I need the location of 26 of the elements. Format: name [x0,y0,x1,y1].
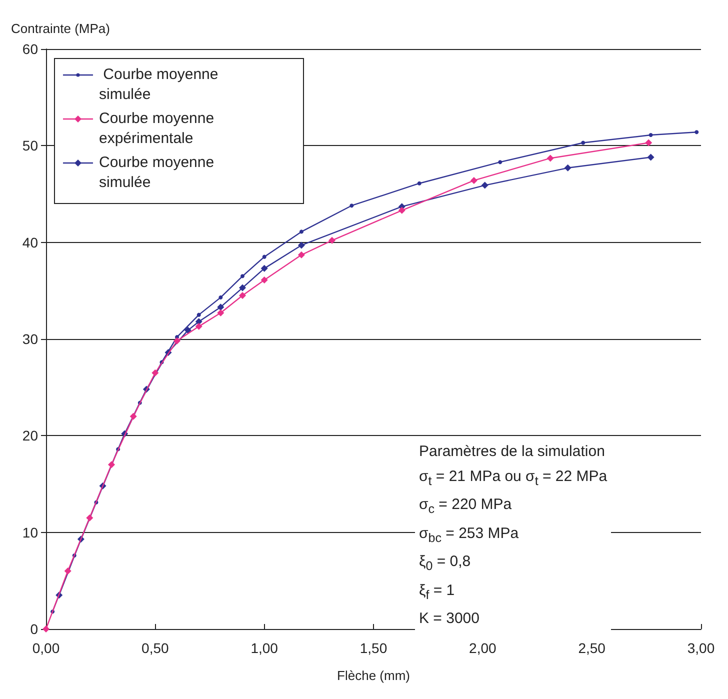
y-tick-label: 40 [22,234,38,250]
y-tick-label: 30 [22,331,38,347]
x-tick-label: 1,50 [360,640,388,656]
y-tick-label: 50 [22,138,38,154]
y-tick-label: 10 [22,524,38,540]
annotation: σ$_{bc}$ = 253 MPa [419,524,520,546]
y-tick-label: 60 [22,41,38,57]
y-tick-label: 20 [22,428,38,444]
annotation: ξ$_{f}$ = 1 [419,580,456,604]
x-tick-label: 2,50 [578,640,606,656]
annotation: σ$_{c}$ = 220 MPa [419,495,513,518]
legend-label: Courbe moyenne simulée [99,65,220,105]
x-tick-label: 2,00 [469,640,497,656]
y-axis-title: Contrainte (MPa) [11,21,110,36]
annotation: Paramètres de la simulation [419,442,606,462]
legend-label: Courbe moyenne simulée [99,153,216,193]
x-tick-label: 1,00 [250,640,278,656]
x-axis-title: Flèche (mm) [337,668,410,683]
y-tick-label: 0 [30,621,38,637]
annotation: ξ$_{0}$ = 0,8 [419,552,472,575]
x-tick-label: 3,00 [687,640,715,656]
annotation: σ$_{t}$ = 21 MPa ou σ$_{t}$ = 22 MPa [419,466,608,490]
x-tick-label: 0,50 [142,640,170,656]
x-tick-label: 0,00 [32,640,60,656]
annotation: K = 3000 [419,609,480,629]
legend-label: Courbe moyenne expérimentale [99,109,216,149]
